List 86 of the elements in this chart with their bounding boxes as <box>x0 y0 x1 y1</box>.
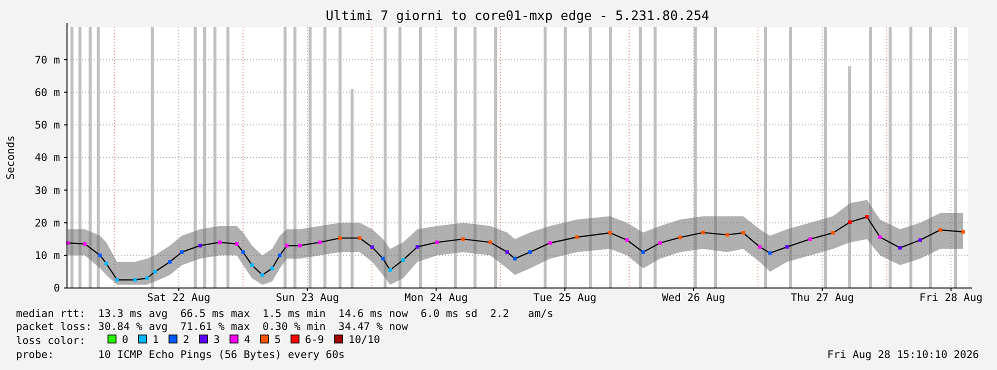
point <box>104 262 108 266</box>
legend-label: 5 <box>274 334 281 346</box>
legend-label: 1 <box>152 334 159 346</box>
point <box>678 236 682 240</box>
legend-title: loss color: <box>16 335 86 347</box>
point <box>505 250 510 254</box>
x-tick-label: Fri 28 Aug <box>919 292 983 304</box>
x-tick-label: Sun 23 Aug <box>276 292 340 304</box>
point <box>133 278 137 282</box>
point <box>381 256 385 260</box>
point <box>278 254 282 258</box>
point <box>260 273 264 277</box>
point <box>270 266 274 270</box>
text: probe: 10 ICMP Echo Pings (56 Bytes) every 60s <box>16 349 345 361</box>
point <box>98 254 102 258</box>
legend-label: 4 <box>244 334 250 346</box>
point <box>235 242 239 246</box>
point <box>658 241 662 245</box>
legend-label: 6-9 <box>305 334 324 346</box>
point <box>701 230 705 234</box>
x-tick-label: Sat 22 Aug <box>147 292 210 304</box>
y-tick-label: 70 m <box>34 54 60 66</box>
x-tick-label: Tue 25 Aug <box>533 292 596 304</box>
point <box>145 276 149 280</box>
point <box>115 278 119 282</box>
point <box>758 245 762 249</box>
point <box>961 230 965 234</box>
y-tick-label: 40 m <box>34 152 60 164</box>
point <box>785 245 789 249</box>
point <box>338 236 342 240</box>
text: packet loss: 30.84 % avg 71.61 % max 0.30 % min 34.47 % now <box>16 321 409 333</box>
point <box>848 220 852 224</box>
point <box>416 245 420 249</box>
point <box>218 240 222 244</box>
point <box>318 240 322 244</box>
point <box>898 246 902 250</box>
y-tick-label: 10 m <box>34 250 60 262</box>
point <box>878 235 882 239</box>
point <box>358 236 362 240</box>
point <box>241 250 245 254</box>
point <box>528 250 532 254</box>
point <box>865 215 869 219</box>
point <box>608 231 612 235</box>
point <box>285 244 289 248</box>
point <box>401 258 405 262</box>
x-tick-label: Wed 26 Aug <box>662 292 726 304</box>
point <box>938 228 942 232</box>
y-tick-label: 50 m <box>34 120 60 132</box>
point <box>461 237 465 241</box>
legend-label: 0 <box>122 334 128 346</box>
y-tick-label: 20 m <box>34 217 60 230</box>
point <box>548 241 552 245</box>
point <box>435 240 439 244</box>
point <box>768 251 772 255</box>
point <box>741 231 745 235</box>
x-tick-label: Mon 24 Aug <box>404 292 468 304</box>
point <box>725 233 729 237</box>
x-tick-label: Thu 27 Aug <box>790 292 854 304</box>
point <box>808 237 812 241</box>
point <box>83 242 87 246</box>
y-tick-label: 30 m <box>34 184 60 197</box>
line-series <box>67 216 964 280</box>
legend-label: 2 <box>183 334 190 346</box>
text: median rtt: 13.3 ms avg 66.5 ms max 1.5 ms min 14.6 ms now 6.0 ms sd 2.2 am/s <box>16 308 554 320</box>
point <box>298 244 302 248</box>
point <box>625 238 629 242</box>
point <box>513 256 517 260</box>
point <box>153 270 157 274</box>
point <box>641 250 645 254</box>
point <box>198 244 202 248</box>
point <box>918 238 922 242</box>
y-axis-title: Seconds <box>5 135 17 180</box>
point <box>180 250 184 254</box>
point <box>831 231 835 235</box>
point <box>488 240 492 244</box>
text: Fri Aug 28 15:10:10 2026 <box>827 349 979 361</box>
y-tick-label: 0 <box>54 282 60 295</box>
legend-label: 10/10 <box>348 334 380 346</box>
point <box>168 260 172 264</box>
point <box>250 263 254 267</box>
chart-title: Ultimi 7 giorni to core01-mxp edge - 5.231.80.254 <box>326 9 710 24</box>
point <box>370 245 374 250</box>
point <box>388 268 392 272</box>
y-tick-label: 60 m <box>34 86 60 99</box>
point <box>575 235 579 239</box>
legend-label: 3 <box>214 334 220 346</box>
